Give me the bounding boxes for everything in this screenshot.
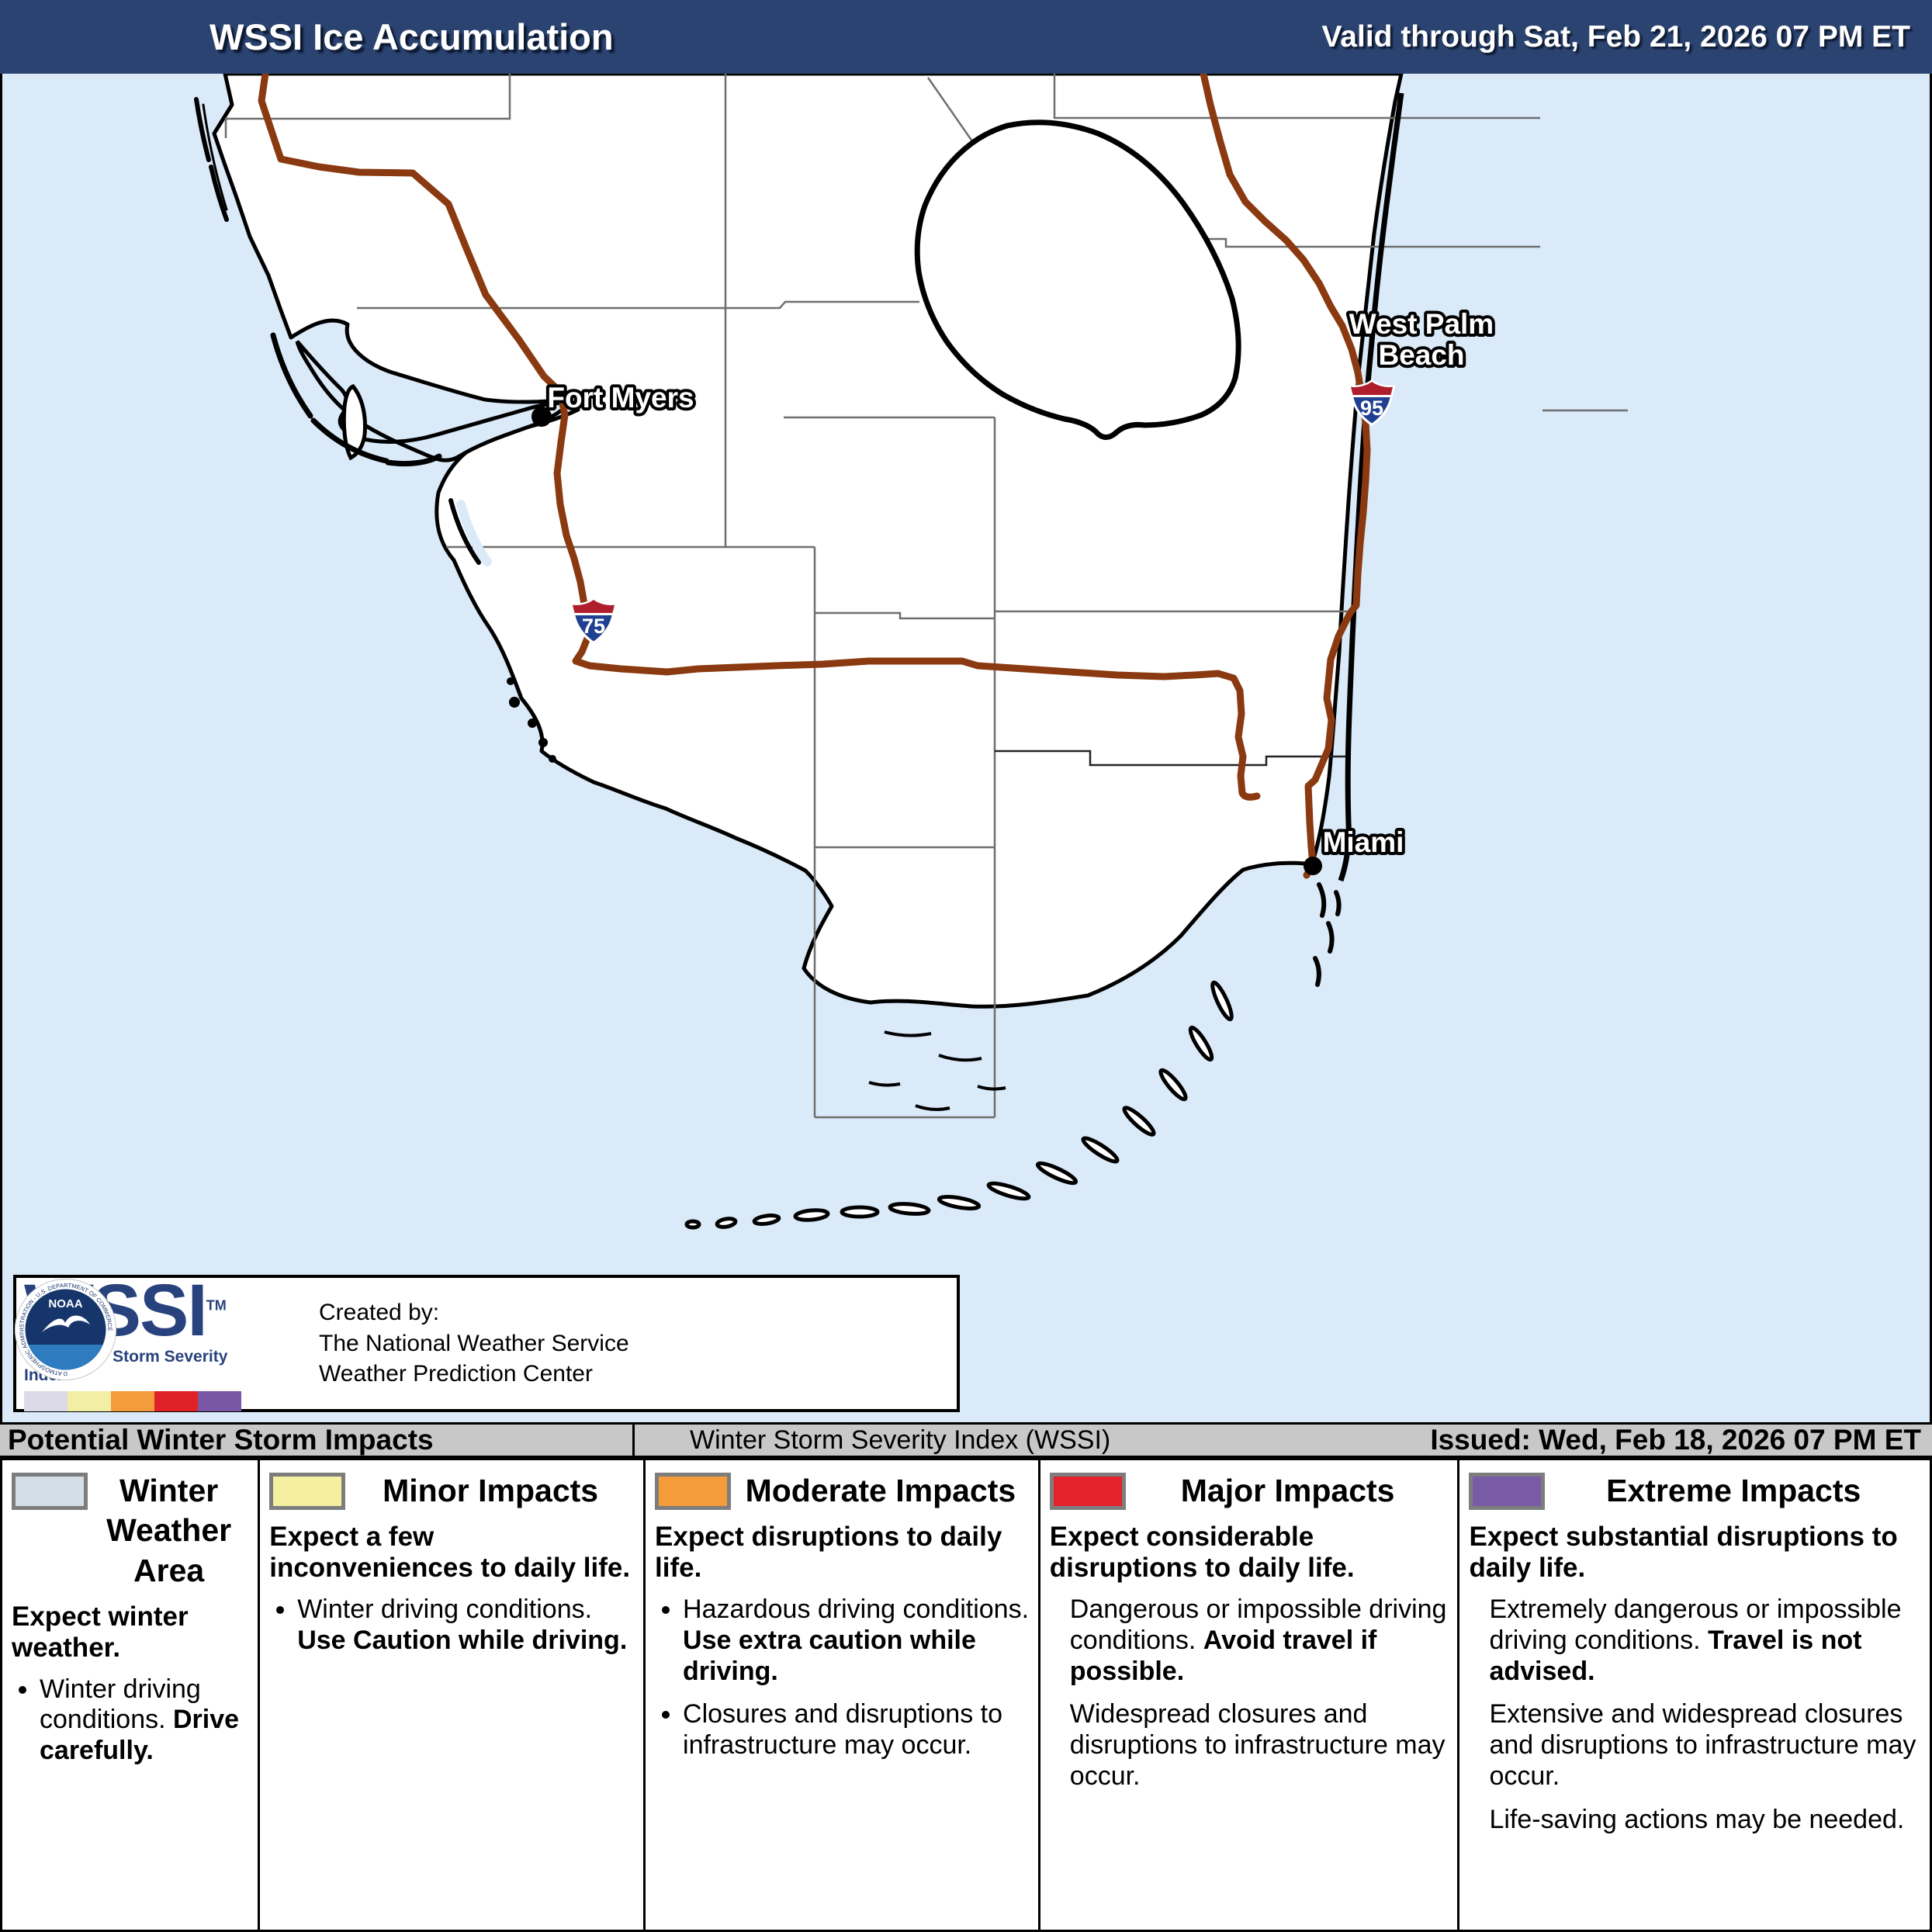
winter-weather-area-item-0: Winter driving conditions. Drive careful… <box>40 1674 250 1767</box>
extreme-impacts-item-0: Extremely dangerous or impossible drivin… <box>1489 1594 1902 1686</box>
impact-bar-divider <box>632 1425 635 1456</box>
winter-weather-area-title: Winter Weather Area <box>106 1473 232 1588</box>
wssi-strip-cell-4 <box>198 1390 241 1411</box>
florida-land <box>212 74 1404 1009</box>
moderate-impacts-items: Hazardous driving conditions. Use extra … <box>655 1594 1030 1761</box>
major-impacts-item-0: Dangerous or impossible driving conditio… <box>1069 1594 1447 1686</box>
noaa-label: NOAA <box>48 1297 82 1311</box>
moderate-impacts-swatch <box>655 1473 732 1510</box>
header-bar: WSSI Ice Accumulation Valid through Sat,… <box>0 0 1932 74</box>
i95-shield-number: 95 <box>1360 396 1383 420</box>
wssi-strip-cell-1 <box>68 1390 111 1411</box>
major-impacts-title: Major Impacts <box>1180 1473 1395 1508</box>
west-palm-beach-label-line2: Beach <box>1378 339 1464 371</box>
extreme-impacts-item-2: Life-saving actions may be needed. <box>1489 1804 1905 1834</box>
impact-bar-subtitle: Winter Storm Severity Index (WSSI) <box>690 1425 1111 1455</box>
i95-shield: 95 <box>1349 379 1395 426</box>
impact-bar-title: Potential Winter Storm Impacts <box>8 1424 434 1456</box>
miami-dot <box>1304 857 1322 875</box>
lake-okeechobee <box>914 119 1241 440</box>
interstate-roads <box>258 74 1371 879</box>
trademark-mark: TM <box>206 1297 227 1314</box>
created-by-line1: Created by: <box>319 1300 440 1326</box>
issued-label: Issued: Wed, Feb 18, 2026 07 PM ET <box>1430 1424 1921 1456</box>
created-by-text: Created by: The National Weather Service… <box>319 1297 629 1390</box>
pine-island <box>341 383 367 461</box>
moderate-impacts-title: Moderate Impacts <box>745 1473 1016 1508</box>
map-area: 75 95 Fort Myers West Palm Beach Miami W… <box>0 74 1932 1424</box>
major-impacts-items: Dangerous or impossible driving conditio… <box>1050 1594 1450 1792</box>
road-i95 <box>1200 74 1371 879</box>
legend-column-major-impacts: Major Impacts Expect considerable disrupt… <box>1037 1460 1458 1930</box>
florida-bay-islets <box>868 1030 1006 1111</box>
wssi-strip-cell-2 <box>111 1390 154 1411</box>
barrier-islands-west <box>194 97 492 566</box>
created-by-line2: The National Weather Service <box>319 1330 629 1356</box>
barrier-strip-east <box>1338 92 1404 882</box>
major-impacts-lead: Expect considerable disruptions to daily… <box>1049 1522 1355 1584</box>
legend-column-winter-weather-area: Winter Weather Area Expect winter weather… <box>2 1460 258 1930</box>
wssi-logo-box: WSSITM The Winter Storm Severity Index N… <box>13 1274 960 1412</box>
legend-column-extreme-impacts: Extreme Impacts Expect substantial disrup… <box>1457 1460 1930 1930</box>
sw-island-specks <box>507 677 556 763</box>
road-i75 <box>258 74 1261 801</box>
florida-map: 75 95 Fort Myers West Palm Beach Miami <box>194 74 1628 1230</box>
legend-column-minor-impacts: Minor Impacts Expect a few inconveniences… <box>258 1460 643 1930</box>
minor-impacts-lead: Expect a few inconveniences to daily lif… <box>269 1522 631 1584</box>
extreme-impacts-items: Extremely dangerous or impossible drivin… <box>1469 1594 1922 1835</box>
winter-weather-area-items: Winter driving conditions. Drive careful… <box>12 1674 250 1767</box>
extreme-impacts-title: Extreme Impacts <box>1606 1473 1861 1508</box>
winter-weather-area-swatch <box>12 1473 88 1510</box>
i75-shield: 75 <box>570 597 617 644</box>
minor-impacts-item-0: Winter driving conditions. Use Caution w… <box>297 1594 635 1657</box>
extreme-impacts-item-1: Extensive and widespread closures and di… <box>1489 1699 1916 1791</box>
major-impacts-swatch <box>1049 1473 1126 1510</box>
biscayne-keys <box>1313 882 1342 987</box>
wssi-severity-strip <box>24 1390 272 1411</box>
fort-myers-dot <box>531 407 552 427</box>
fort-myers-label: Fort Myers <box>547 382 694 414</box>
minor-impacts-swatch <box>269 1473 346 1510</box>
extreme-impacts-swatch <box>1469 1473 1546 1510</box>
minor-impacts-items: Winter driving conditions. Use Caution w… <box>269 1594 635 1657</box>
impact-title-bar: Potential Winter Storm Impacts Winter St… <box>0 1422 1932 1458</box>
minor-impacts-title: Minor Impacts <box>383 1473 599 1508</box>
moderate-impacts-item-0: Hazardous driving conditions. Use extra … <box>683 1594 1030 1687</box>
valid-through-label: Valid through Sat, Feb 21, 2026 07 PM ET <box>1321 20 1910 54</box>
major-impacts-item-1: Widespread closures and disruptions to i… <box>1069 1699 1446 1791</box>
winter-weather-area-lead: Expect winter weather. <box>12 1601 189 1663</box>
moderate-impacts-lead: Expect disruptions to daily life. <box>655 1522 1002 1584</box>
moderate-impacts-item-1: Closures and disruptions to infrastructu… <box>683 1699 1030 1761</box>
extreme-impacts-lead: Expect substantial disruptions to daily … <box>1469 1522 1898 1584</box>
i75-shield-number: 75 <box>582 615 605 638</box>
wssi-strip-cell-0 <box>24 1390 68 1411</box>
florida-keys <box>684 980 1234 1230</box>
page-title: WSSI Ice Accumulation <box>209 16 614 57</box>
county-line-dade-broward <box>995 750 1347 767</box>
legend-column-moderate-impacts: Moderate Impacts Expect disruptions to da… <box>643 1460 1038 1930</box>
miami-label: Miami <box>1323 826 1404 858</box>
west-palm-beach-label-line1: West Palm <box>1349 308 1494 340</box>
impact-legend: Winter Weather Area Expect winter weather… <box>0 1458 1932 1932</box>
created-by-line3: Weather Prediction Center <box>319 1361 593 1387</box>
wssi-strip-cell-3 <box>154 1390 198 1411</box>
